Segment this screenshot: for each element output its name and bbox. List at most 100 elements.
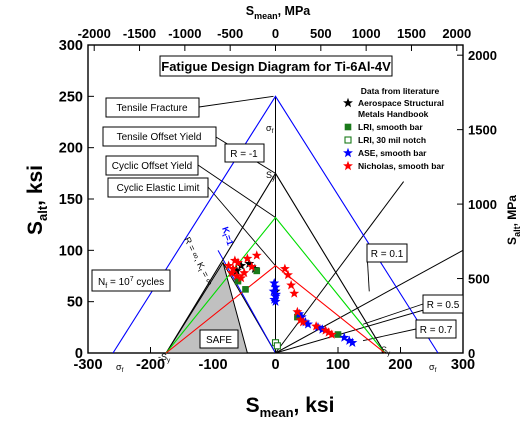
x-tick-label: 0 [271,357,279,373]
x-tick-label: -300 [73,357,102,373]
data-point [268,286,279,296]
cyclic-offset-yield-box [105,155,199,176]
data-point [311,321,322,331]
data-point [270,291,281,301]
leader-line [362,303,424,325]
y2-tick-label: 2000 [468,48,497,63]
data-point [344,335,355,345]
data-point [244,258,255,268]
leader-line [197,164,276,218]
r-minus-1-box [224,143,265,163]
data-point [242,253,253,263]
x2-tick-label: 1500 [397,26,426,41]
data-point [289,288,300,298]
legend-marker [344,123,352,131]
envelope-line [165,172,386,354]
sigma-f-top-label: σf [266,123,274,135]
y-tick-label: 100 [59,243,83,259]
x2-tick-label: 500 [310,26,332,41]
legend-marker [343,160,353,171]
data-point [295,314,306,325]
x-axis-title: Smean, ksi [246,394,335,420]
r-minus-1-label: R = -1 [230,149,258,160]
x2-tick-label: 2000 [442,26,471,41]
legend-title: Data from literature [361,86,440,96]
data-point [273,342,281,350]
r-01-label: R = 0.1 [371,249,404,260]
data-point [269,277,280,288]
data-point [269,294,280,304]
x2-tick-label: 1000 [352,26,381,41]
legend-label: ASE, smooth bar [358,148,427,158]
data-point [239,267,250,278]
sigma-f-right-label: σf [429,362,437,374]
legend-label: Nicholas, smooth bar [358,161,445,171]
r-infinity-kt-label: R = ∞, Kt = ∞ [180,235,215,287]
legend: Data from literature Aerospace Structura… [343,86,445,171]
cyclic-elastic-limit-box [107,177,209,198]
x2-tick-label: 0 [272,26,279,41]
data-point [251,250,262,260]
data-point [223,260,234,270]
envelope-line [165,216,386,354]
data-point [246,261,257,271]
x2-tick-label: -500 [217,26,243,41]
x-tick-label: 200 [388,357,412,373]
nf-cycles-box [91,269,171,292]
data-point [236,260,247,270]
data-point [253,267,261,275]
envelopes-group [112,95,439,354]
legend-marker [343,97,353,108]
leader-line [207,186,276,267]
data-point [228,263,238,274]
data-point [231,270,242,281]
y2-tick-label: 1500 [468,123,497,138]
x2-tick-label: -1500 [123,26,156,41]
tensile-fracture-box [105,97,200,118]
sy-right-label: Sy [381,345,391,357]
data-point [270,296,281,306]
data-point [296,311,307,322]
y-axis-title: Salt, ksi [24,165,50,235]
cyclic-offset-yield-label: Cyclic Offset Yield [112,161,192,172]
data-point [326,329,337,339]
data-point [334,331,342,338]
data-point [242,286,249,293]
legend-label: Metals Handbook [358,109,429,119]
data-point [283,269,293,280]
data-point [303,319,313,329]
axes-ticks-group: -300 -200 -100 0 100 200 300050100150200250300… [59,26,497,373]
safe-box [199,329,239,349]
sigma-f-left-label: σf [116,362,124,374]
r-05-label: R = 0.5 [427,300,460,311]
y-tick-label: 0 [75,346,83,362]
sy-left-label: -Sy [158,352,171,364]
x-tick-label: -200 [136,357,165,373]
leader-line [362,328,417,342]
data-point [339,332,350,342]
tensile-offset-yield-label: Tensile Offset Yield [117,132,202,143]
legend-label: LRI, smooth bar [358,122,423,132]
x-tick-label: -100 [198,357,227,373]
sy-top-label: Sy [266,170,276,182]
data-point [298,317,308,327]
data-point [270,282,281,292]
nf-cycles-label: Nf = 107 cycles [98,276,164,290]
title-box [159,55,393,77]
legend-marker [344,136,352,144]
leader-line [198,95,274,108]
r-07-label: R = 0.7 [420,325,453,336]
tensile-offset-yield-box [102,126,217,147]
data-point [231,265,242,276]
data-point [279,263,290,274]
x-tick-label: 100 [326,357,350,373]
y2-axis-title: Salt, MPa [505,195,521,245]
data-point [323,327,334,337]
legend-label: LRI, 30 mil notch [358,135,426,145]
y2-tick-label: 0 [468,346,475,361]
r-07-box [415,319,457,339]
r-lines-group [197,95,464,354]
